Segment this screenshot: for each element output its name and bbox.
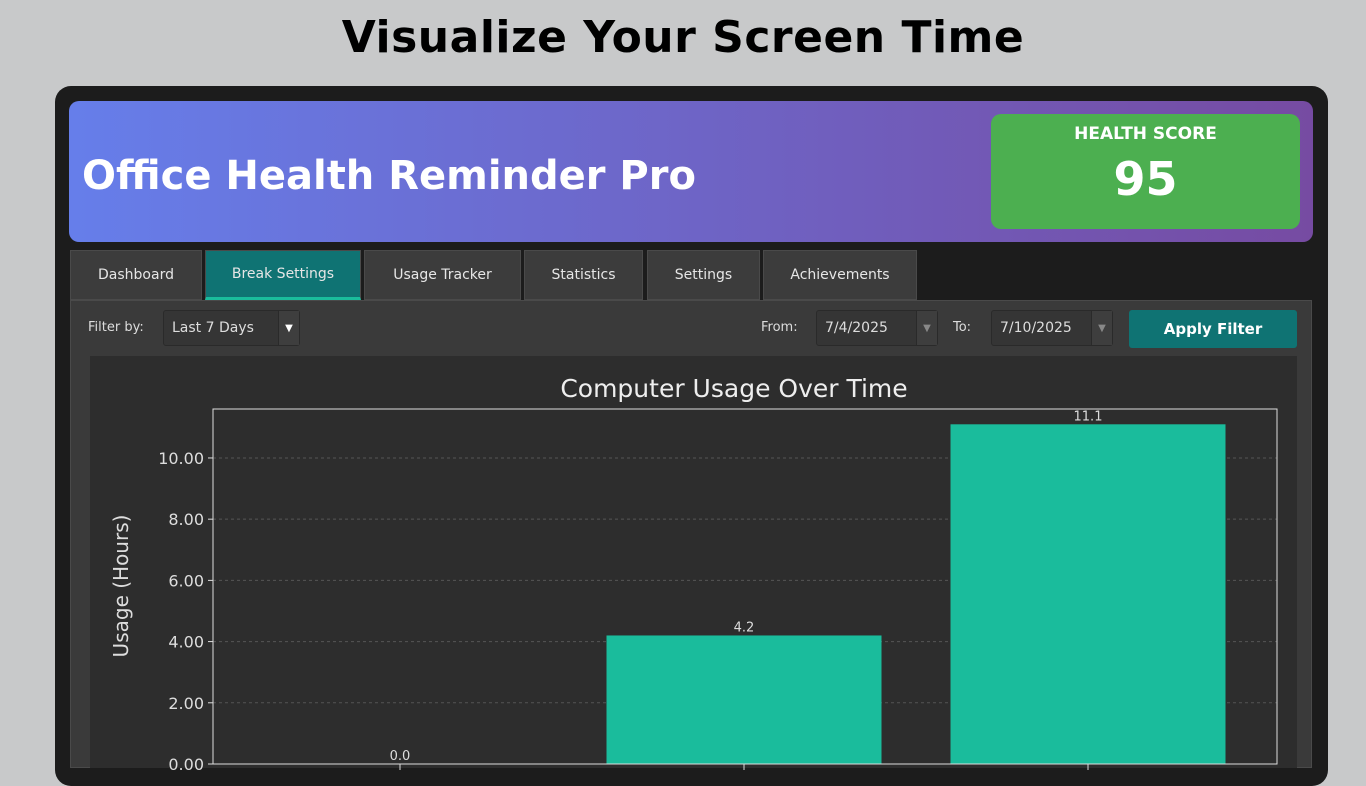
- from-date-value: 7/4/2025: [825, 320, 888, 336]
- y-tick-label: 6.00: [168, 571, 204, 590]
- usage-chart-svg: Computer Usage Over Time Usage (Hours) 0…: [109, 374, 1278, 774]
- plot-frame: [212, 408, 1278, 765]
- filter-by-select[interactable]: Last 7 Days ▼: [163, 310, 300, 346]
- app-title: Office Health Reminder Pro: [82, 153, 696, 199]
- to-date-value: 7/10/2025: [1000, 320, 1072, 336]
- filter-by-value: Last 7 Days: [172, 320, 254, 336]
- tab-dashboard[interactable]: Dashboard: [70, 250, 202, 300]
- tab-settings[interactable]: Settings: [647, 250, 760, 300]
- dropdown-arrow-icon[interactable]: ▼: [278, 311, 299, 345]
- tab-statistics[interactable]: Statistics: [524, 250, 643, 300]
- to-date-picker[interactable]: 7/10/2025 ▼: [991, 310, 1113, 346]
- tab-break-settings[interactable]: Break Settings: [205, 250, 361, 300]
- dropdown-arrow-icon[interactable]: ▼: [916, 311, 937, 345]
- from-label: From:: [761, 320, 798, 335]
- app-header: Office Health Reminder Pro HEALTH SCORE …: [69, 101, 1313, 242]
- bar-data-label: 11.1: [1074, 409, 1103, 424]
- y-tick-label: 0.00: [168, 755, 204, 774]
- y-tick-label: 4.00: [168, 633, 204, 652]
- y-tick-label: 2.00: [168, 694, 204, 713]
- chart-title: Computer Usage Over Time: [560, 374, 907, 403]
- health-score-card: HEALTH SCORE 95: [991, 114, 1300, 229]
- bar-data-label: 0.0: [390, 749, 411, 764]
- health-score-label: HEALTH SCORE: [1074, 124, 1217, 144]
- to-label: To:: [953, 320, 972, 335]
- tab-achievements[interactable]: Achievements: [763, 250, 917, 300]
- from-date-picker[interactable]: 7/4/2025 ▼: [816, 310, 938, 346]
- y-tick-label: 8.00: [168, 510, 204, 529]
- bar: [950, 424, 1226, 764]
- health-score-value: 95: [1113, 152, 1178, 206]
- y-axis-label: Usage (Hours): [109, 515, 133, 658]
- apply-filter-button[interactable]: Apply Filter: [1129, 310, 1297, 348]
- usage-chart: Computer Usage Over Time Usage (Hours) 0…: [90, 356, 1297, 774]
- bar: [606, 635, 882, 764]
- page-title: Visualize Your Screen Time: [341, 12, 1025, 63]
- dropdown-arrow-icon[interactable]: ▼: [1091, 311, 1112, 345]
- tab-usage-tracker[interactable]: Usage Tracker: [364, 250, 521, 300]
- filter-by-label: Filter by:: [88, 320, 144, 335]
- y-tick-label: 10.00: [158, 449, 204, 468]
- bar-data-label: 4.2: [734, 620, 755, 635]
